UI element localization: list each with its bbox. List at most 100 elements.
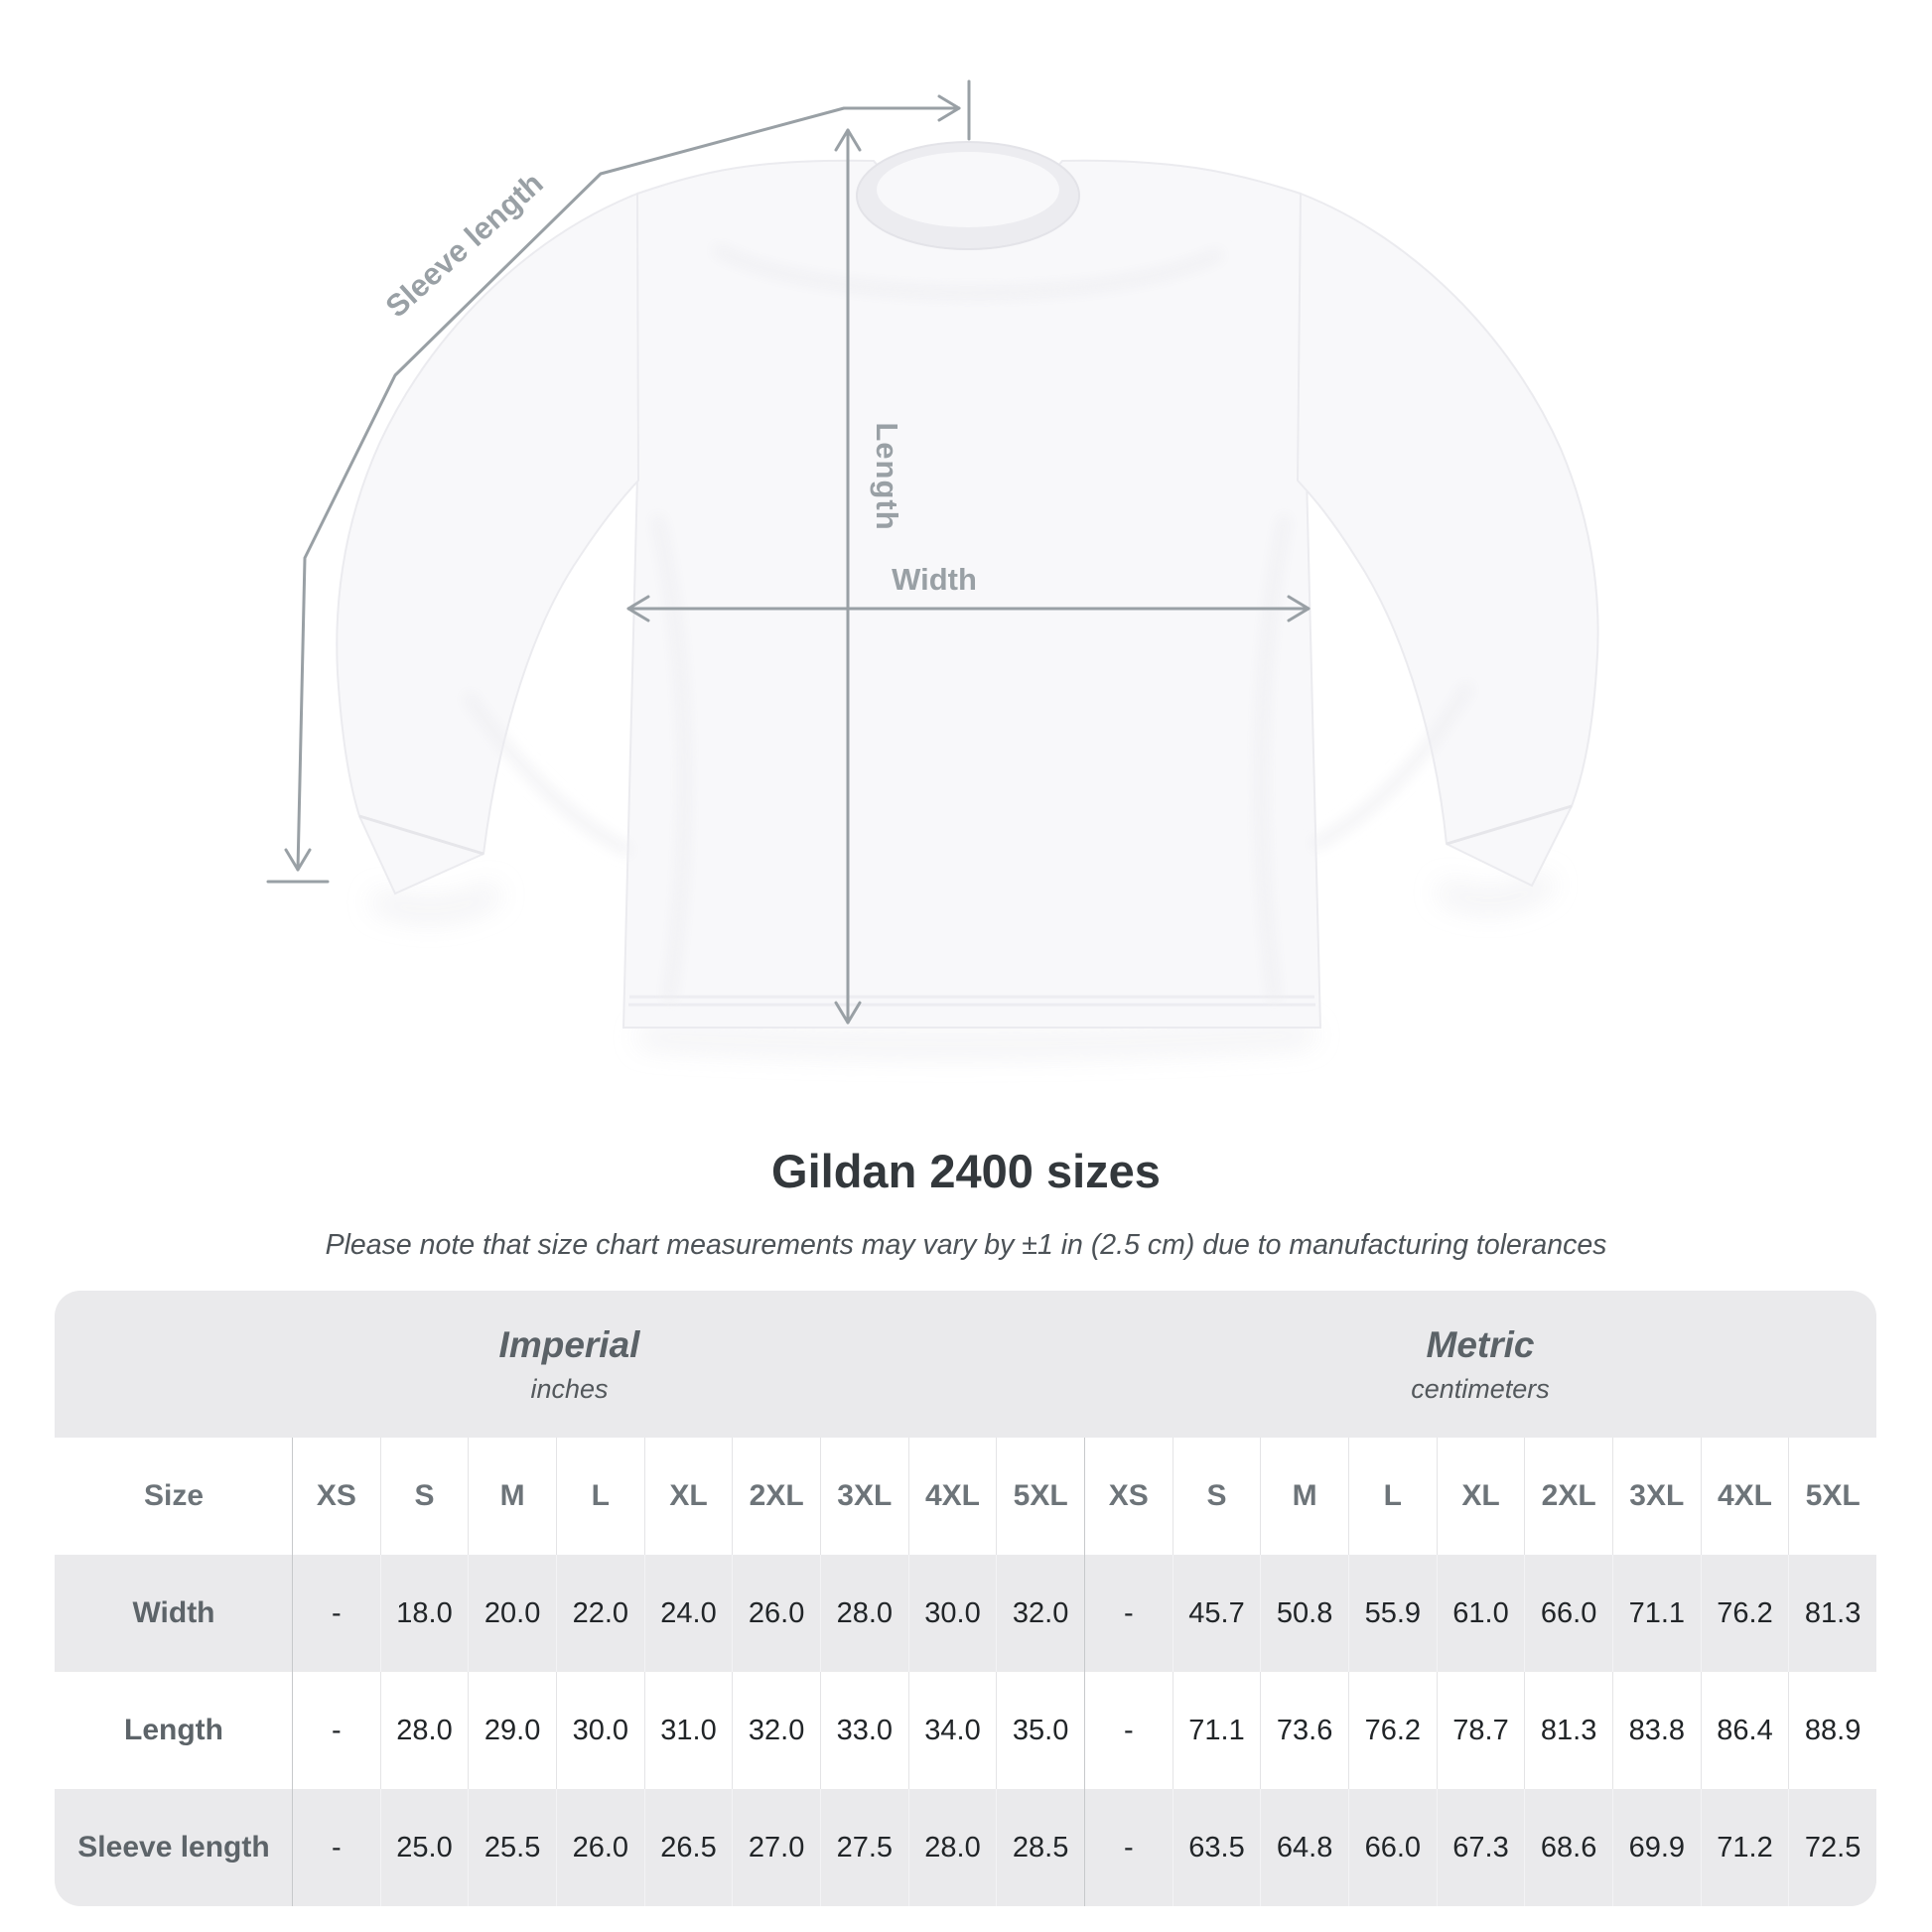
sleeve-left-shape xyxy=(336,192,640,896)
table-cell: 25.5 xyxy=(468,1789,556,1906)
table-cell: 72.5 xyxy=(1788,1789,1876,1906)
page-title: Gildan 2400 sizes xyxy=(771,1145,1161,1197)
size-header-cell: XS xyxy=(292,1438,380,1555)
size-header-cell: XS xyxy=(1083,1438,1173,1555)
table-cell: 71.1 xyxy=(1611,1555,1701,1672)
imperial-label: Imperial xyxy=(498,1323,640,1365)
size-header-cell: S xyxy=(379,1438,469,1555)
table-cell: 71.1 xyxy=(1172,1672,1261,1789)
size-header-cell: 2XL xyxy=(1524,1438,1612,1555)
size-header-cell: S xyxy=(1172,1438,1261,1555)
table-cell: 32.0 xyxy=(732,1672,820,1789)
table-cell: 28.5 xyxy=(996,1789,1084,1906)
table-cell: 27.0 xyxy=(732,1789,820,1906)
table-cell: 28.0 xyxy=(379,1672,469,1789)
table-cell: 30.0 xyxy=(555,1672,644,1789)
sleeve-right-shape xyxy=(1296,192,1599,888)
width-arrow xyxy=(626,595,1311,622)
metric-unit: centimeters xyxy=(1411,1373,1550,1404)
size-header-cell: 3XL xyxy=(819,1438,908,1555)
table-cell: 63.5 xyxy=(1172,1789,1261,1906)
table-cell: 55.9 xyxy=(1347,1555,1437,1672)
size-header-cell: XL xyxy=(1436,1438,1525,1555)
table-cell: - xyxy=(292,1789,380,1906)
size-header-cell: 2XL xyxy=(732,1438,820,1555)
measurement-lines xyxy=(266,79,1311,1025)
table-cell: - xyxy=(292,1672,380,1789)
tolerance-note: Please note that size chart measurements… xyxy=(325,1229,1607,1261)
sleeve-length-arrow xyxy=(266,79,971,884)
size-header-row: Size XS S M L XL 2XL 3XL 4XL 5XL XS S M … xyxy=(55,1438,1876,1555)
table-cell: 30.0 xyxy=(907,1555,997,1672)
row-label: Sleeve length xyxy=(77,1831,270,1863)
shirt-shadow xyxy=(372,874,1554,1052)
size-table: Imperial inches Metric centimeters Size … xyxy=(55,1291,1876,1906)
table-cell: 24.0 xyxy=(643,1555,733,1672)
size-header-cell: M xyxy=(1260,1438,1348,1555)
size-header-cell: 5XL xyxy=(996,1438,1084,1555)
table-cell: 64.8 xyxy=(1260,1789,1348,1906)
table-cell: 66.0 xyxy=(1347,1789,1437,1906)
table-cell: 81.3 xyxy=(1788,1555,1876,1672)
table-cell: 35.0 xyxy=(996,1672,1084,1789)
table-cell: 76.2 xyxy=(1700,1555,1789,1672)
table-cell: 26.0 xyxy=(555,1789,644,1906)
table-cell: 34.0 xyxy=(907,1672,997,1789)
table-cell: - xyxy=(1083,1672,1173,1789)
table-cell: 33.0 xyxy=(819,1672,908,1789)
table-cell: 73.6 xyxy=(1260,1672,1348,1789)
metric-label: Metric xyxy=(1426,1323,1535,1365)
size-column-header: Size xyxy=(143,1479,205,1512)
row-label: Width xyxy=(132,1596,215,1629)
size-header-cell: XL xyxy=(643,1438,733,1555)
row-label: Length xyxy=(124,1714,223,1746)
collar xyxy=(856,141,1080,250)
size-header-cell: 5XL xyxy=(1788,1438,1876,1555)
shirt-measurement-diagram: Sleeve length Length Width xyxy=(266,79,1599,1052)
table-cell: 81.3 xyxy=(1524,1672,1612,1789)
table-cell: 69.9 xyxy=(1611,1789,1701,1906)
unit-header-row: Imperial inches Metric centimeters xyxy=(55,1291,1876,1438)
fabric-wrinkles xyxy=(463,244,1473,1002)
table-cell: 71.2 xyxy=(1700,1789,1789,1906)
width-label: Width xyxy=(892,562,977,597)
table-cell: 50.8 xyxy=(1260,1555,1348,1672)
table-cell: 67.3 xyxy=(1436,1789,1525,1906)
table-cell: 61.0 xyxy=(1436,1555,1525,1672)
table-cell: 25.0 xyxy=(379,1789,469,1906)
imperial-group-header: Imperial inches xyxy=(55,1291,1084,1438)
imperial-unit: inches xyxy=(530,1373,609,1404)
table-cell: 28.0 xyxy=(907,1789,997,1906)
size-header-cell: L xyxy=(1347,1438,1437,1555)
table-row-length: Length - 28.0 29.0 30.0 31.0 32.0 33.0 3… xyxy=(55,1672,1876,1789)
table-cell: 32.0 xyxy=(996,1555,1084,1672)
table-cell: 29.0 xyxy=(468,1672,556,1789)
table-row-sleeve-length: Sleeve length - 25.0 25.5 26.0 26.5 27.0… xyxy=(55,1789,1876,1906)
table-cell: - xyxy=(1083,1555,1173,1672)
table-cell: - xyxy=(1083,1789,1173,1906)
table-cell: 76.2 xyxy=(1347,1672,1437,1789)
size-header-cell: M xyxy=(468,1438,556,1555)
cuff-seam-left xyxy=(358,814,484,856)
table-cell: 26.0 xyxy=(732,1555,820,1672)
size-header-cell: L xyxy=(555,1438,644,1555)
table-cell: 31.0 xyxy=(643,1672,733,1789)
table-cell: 26.5 xyxy=(643,1789,733,1906)
table-cell: 66.0 xyxy=(1524,1555,1612,1672)
table-cell: 68.6 xyxy=(1524,1789,1612,1906)
table-cell: 45.7 xyxy=(1172,1555,1261,1672)
table-cell: 27.5 xyxy=(819,1789,908,1906)
table-cell: 22.0 xyxy=(555,1555,644,1672)
cuff-seam-right xyxy=(1446,804,1573,846)
table-cell: 20.0 xyxy=(468,1555,556,1672)
table-cell: 83.8 xyxy=(1611,1672,1701,1789)
table-cell: - xyxy=(292,1555,380,1672)
shirt-graphic xyxy=(266,79,1599,1052)
table-cell: 88.9 xyxy=(1788,1672,1876,1789)
hem-seam xyxy=(628,995,1315,1007)
size-header-cell: 4XL xyxy=(907,1438,997,1555)
table-cell: 86.4 xyxy=(1700,1672,1789,1789)
table-row-width: Width - 18.0 20.0 22.0 24.0 26.0 28.0 30… xyxy=(55,1555,1876,1672)
length-label: Length xyxy=(870,422,904,531)
